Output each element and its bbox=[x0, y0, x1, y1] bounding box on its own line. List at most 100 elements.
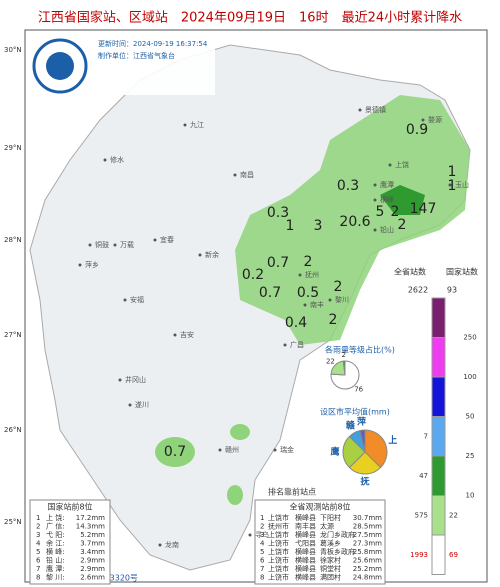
rank-cell: 25.2mm bbox=[353, 565, 382, 573]
legend-title: 全省站数 bbox=[394, 267, 426, 277]
legend-bound: 50 bbox=[466, 413, 475, 421]
rank-cell: 3 bbox=[36, 531, 40, 539]
legend-total: 93 bbox=[447, 286, 457, 295]
rain-value: 2 bbox=[334, 279, 343, 295]
place-dot bbox=[113, 243, 117, 247]
pie-title: 设区市平均值(mm) bbox=[320, 407, 390, 417]
rank-cell: 7 bbox=[260, 565, 264, 573]
place-label: 宜春 bbox=[160, 235, 174, 244]
pie-value: 76 bbox=[354, 386, 363, 394]
rank-cell: 25.6mm bbox=[353, 557, 382, 565]
legend-swatch bbox=[431, 416, 446, 457]
rank-cell: 上饶市 bbox=[268, 530, 289, 539]
pie-title: 各雨量等级占比(%) bbox=[325, 345, 395, 355]
rank-cell: 3.7mm bbox=[80, 540, 105, 548]
pie-value: 22 bbox=[326, 357, 335, 365]
pie-label: 鹰 bbox=[330, 446, 339, 458]
pie-slice bbox=[359, 429, 366, 453]
rank-cell: 8 bbox=[260, 574, 264, 582]
place-label: 玉山 bbox=[455, 180, 469, 189]
rank-title: 全省观测站前8位 bbox=[289, 502, 350, 512]
rain-area bbox=[230, 424, 250, 440]
rank-cell: 南丰县 bbox=[295, 522, 316, 531]
rank-cell: 17.2mm bbox=[76, 514, 105, 522]
rank-cell: 弋 阳: bbox=[46, 530, 65, 539]
legend-swatch bbox=[431, 297, 446, 338]
title: 江西省国家站、区域站 2024年09月19日 16时 最近24小时累计降水 bbox=[38, 10, 462, 26]
rank-cell: 广 信: bbox=[46, 522, 65, 531]
legend-count: 69 bbox=[449, 551, 458, 559]
rank-cell: 下阳村 bbox=[320, 513, 341, 522]
rank-cell: 2 bbox=[260, 523, 264, 531]
rank-cell: 5 bbox=[36, 548, 40, 556]
pie-slice bbox=[348, 451, 382, 475]
top-marker-label: 排名靠前站点 bbox=[268, 487, 316, 497]
place-dot bbox=[273, 448, 277, 452]
rain-value: 0.3 bbox=[337, 178, 359, 194]
rank-cell: 4 bbox=[36, 540, 41, 548]
rank-cell: 弋阳县 bbox=[295, 539, 316, 548]
rain-value: 20.6 bbox=[339, 214, 370, 230]
rank-cell: 铅 山: bbox=[46, 556, 65, 565]
rain-value: 2 bbox=[329, 312, 338, 328]
pie-label: 上 bbox=[388, 434, 397, 446]
place-dot bbox=[248, 533, 252, 537]
legend-count: 1993 bbox=[410, 551, 428, 559]
place-dot bbox=[303, 303, 307, 307]
rain-value: 1 bbox=[448, 178, 457, 194]
rank-cell: 7 bbox=[36, 565, 40, 573]
rank-cell: 太源 bbox=[320, 522, 334, 531]
place-dot bbox=[373, 183, 377, 187]
place-label: 景德镇 bbox=[365, 105, 386, 114]
legend-count: 47 bbox=[419, 472, 428, 480]
rank-cell: 1 bbox=[36, 514, 40, 522]
rank-cell: 上 饶: bbox=[46, 513, 65, 522]
rank-cell: 青板乡政府 bbox=[320, 547, 355, 556]
rank-cell: 上饶市 bbox=[268, 539, 289, 548]
place-label: 黎川 bbox=[335, 295, 349, 304]
rank-cell: 横峰县 bbox=[295, 547, 316, 556]
rank-cell: 3.4mm bbox=[80, 548, 105, 556]
rank-cell: 27.5mm bbox=[353, 531, 382, 539]
rain-value: 147 bbox=[410, 201, 437, 217]
place-dot bbox=[373, 198, 377, 202]
rain-value: 2 bbox=[398, 217, 407, 233]
rank-cell: 6 bbox=[260, 557, 265, 565]
legend-swatch bbox=[431, 376, 446, 417]
rain-value: 2 bbox=[304, 254, 313, 270]
rain-area bbox=[155, 437, 195, 467]
pie-slice bbox=[342, 360, 346, 376]
rank-cell: 铜堂村 bbox=[320, 564, 341, 573]
place-dot bbox=[298, 273, 302, 277]
legend-bound: 10 bbox=[466, 492, 475, 500]
rank-cell: 24.8mm bbox=[353, 574, 382, 582]
place-dot bbox=[373, 228, 377, 232]
place-dot bbox=[78, 263, 82, 267]
rank-cell: 上饶市 bbox=[268, 547, 289, 556]
rank-cell: 1 bbox=[260, 514, 264, 522]
place-dot bbox=[103, 158, 107, 162]
rank-cell: 2.6mm bbox=[80, 574, 105, 582]
legend-title: 国家站数 bbox=[446, 267, 478, 277]
rank-cell: 3 bbox=[260, 531, 264, 539]
place-label: 遂川 bbox=[135, 400, 149, 409]
place-label: 广昌 bbox=[290, 340, 304, 349]
place-label: 横峰 bbox=[380, 195, 394, 204]
rank-cell: 上饶市 bbox=[268, 573, 289, 582]
place-label: 安福 bbox=[130, 295, 144, 304]
place-label: 婺源 bbox=[428, 115, 442, 124]
rank-cell: 横峰县 bbox=[295, 564, 316, 573]
place-dot bbox=[123, 298, 127, 302]
lat-label: 28°N bbox=[4, 236, 22, 244]
rank-title: 国家站前8位 bbox=[47, 502, 92, 512]
rank-cell: 徐家村 bbox=[320, 556, 341, 565]
place-dot bbox=[328, 298, 332, 302]
rank-cell: 27.3mm bbox=[353, 540, 382, 548]
rank-cell: 黎 川: bbox=[46, 573, 65, 582]
rain-value: 3 bbox=[314, 218, 323, 234]
legend-swatch bbox=[431, 534, 446, 575]
rank-cell: 5 bbox=[260, 548, 264, 556]
place-label: 九江 bbox=[190, 120, 204, 129]
rank-cell: 鹰 潭: bbox=[46, 564, 65, 573]
rank-cell: 2 bbox=[36, 523, 40, 531]
